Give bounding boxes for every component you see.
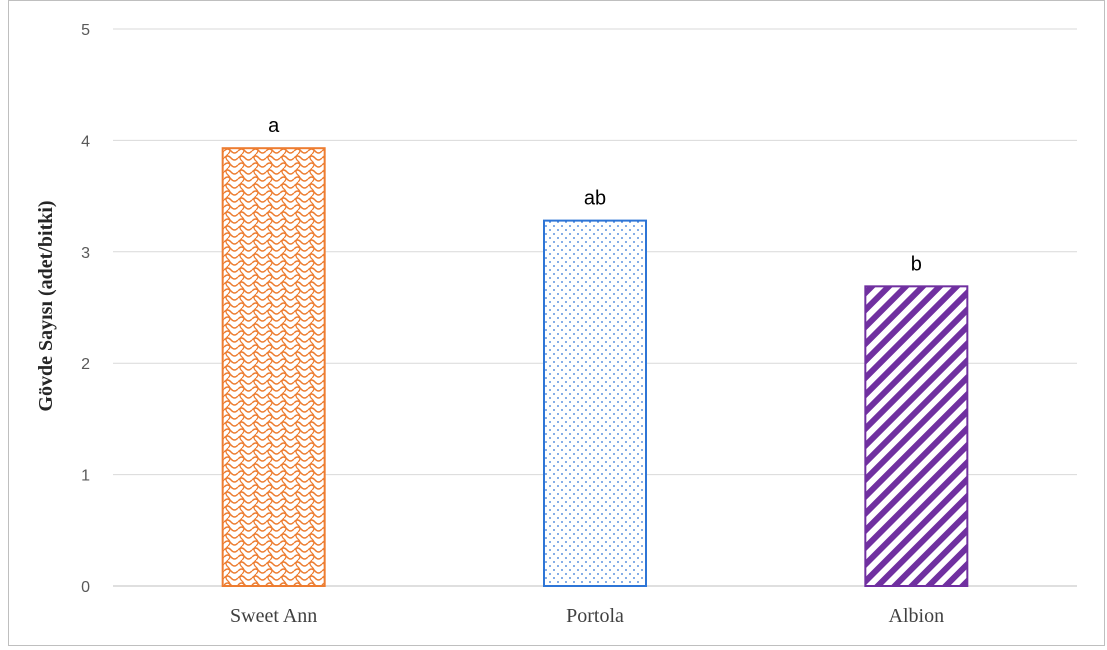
y-tick-label: 0 bbox=[81, 579, 90, 596]
x-category-label: Sweet Ann bbox=[230, 605, 317, 627]
bar-sweet-ann bbox=[221, 147, 326, 587]
x-category-label: Portola bbox=[566, 605, 624, 627]
y-tick-label: 2 bbox=[81, 356, 90, 373]
y-axis-title: Gövde Sayısı (adet/bitki) bbox=[35, 200, 57, 411]
y-axis-ticks: 0 1 2 3 4 5 bbox=[81, 22, 90, 596]
x-category-label: Albion bbox=[889, 605, 945, 627]
y-tick-label: 1 bbox=[81, 468, 90, 485]
y-tick-label: 5 bbox=[81, 22, 90, 39]
data-label: a bbox=[268, 115, 280, 137]
bar-portola bbox=[543, 219, 647, 587]
data-labels: a ab b bbox=[268, 115, 922, 275]
bar-albion bbox=[864, 285, 969, 587]
y-tick-label: 4 bbox=[81, 133, 90, 150]
data-label: ab bbox=[584, 188, 606, 210]
bars bbox=[221, 147, 969, 587]
y-tick-label: 3 bbox=[81, 245, 90, 262]
data-label: b bbox=[911, 253, 922, 275]
x-axis-categories: Sweet Ann Portola Albion bbox=[230, 605, 944, 627]
